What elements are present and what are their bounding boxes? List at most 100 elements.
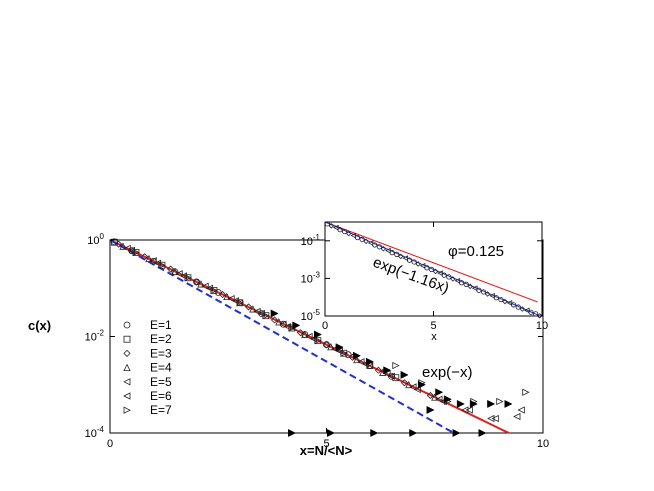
- inset-x-tick-label-2: 10: [536, 320, 548, 332]
- main-point-e5-7: [305, 332, 313, 341]
- main-filled-point-2: [313, 330, 322, 339]
- inset-point-b-19: [493, 295, 499, 301]
- inset-point-b-20: [502, 298, 508, 305]
- inset-x-axis-label: x: [431, 331, 437, 343]
- main-point-e7-6: [288, 324, 296, 332]
- inset-y-tick-label-2: 10-5: [301, 308, 321, 323]
- inset-point-b-9: [406, 257, 413, 263]
- main-point-e3-12: [426, 391, 434, 400]
- legend-label-e2: E=2: [150, 332, 172, 346]
- inset-y-tick-label-0: 10-1: [301, 233, 321, 248]
- inset-point-a-8: [394, 251, 400, 257]
- legend-marker-e7: [123, 406, 131, 414]
- inset-point-b-23: [528, 309, 534, 315]
- inset-point-b-22: [519, 306, 526, 312]
- main-y-tick-label-1: 10-2: [85, 329, 105, 344]
- main-filled-point-11: [456, 399, 465, 408]
- inset-point-b-1: [337, 227, 343, 233]
- main-filled-point-6: [383, 366, 392, 375]
- inset-point-a-13: [437, 270, 443, 277]
- main-point-e3-7: [296, 329, 305, 337]
- main-point-e6-14: [491, 414, 499, 423]
- inset-point-b-5: [372, 242, 378, 248]
- main-point-e3-0: [115, 240, 123, 248]
- inset-point-b-13: [441, 272, 447, 278]
- inset-point-a-9: [402, 255, 409, 261]
- legend-label-e4: E=4: [150, 361, 172, 375]
- main-point-e4-2: [171, 267, 179, 276]
- main-x-tick-label-0: 0: [107, 438, 113, 450]
- legend-marker-e1: [123, 321, 131, 329]
- legend-marker-e5: [123, 378, 131, 386]
- annotation-phi: φ=0.125: [448, 243, 504, 260]
- y-axis-label: c(x): [28, 318, 51, 333]
- main-filled-point-19: [426, 405, 435, 414]
- inset-point-b-14: [450, 276, 456, 282]
- inset-point-b-8: [398, 253, 404, 260]
- inset-point-b-7: [389, 250, 395, 256]
- main-point-e4-3: [197, 280, 205, 288]
- inset-x-tick-label-1: 5: [430, 320, 436, 332]
- main-y-tick-label-2: 10-4: [85, 425, 105, 440]
- main-point-e7-15: [522, 388, 530, 396]
- main-point-e5-1: [149, 257, 157, 265]
- legend-label-e3: E=3: [150, 346, 172, 360]
- inset-point-a-3: [350, 232, 356, 239]
- inset-point-a-17: [471, 285, 478, 292]
- main-point-e4-12: [431, 393, 439, 401]
- main-point-e3-8: [322, 341, 331, 349]
- inset-point-a-5: [367, 240, 374, 246]
- main-point-e7-0: [132, 248, 140, 257]
- main-filled-point-5: [365, 357, 374, 366]
- inset-point-b-15: [458, 280, 465, 286]
- legend-marker-e2: [123, 335, 131, 343]
- inset-point-a-2: [342, 228, 348, 235]
- inset-point-a-20: [498, 296, 504, 303]
- main-point-e3-10: [374, 366, 383, 374]
- inset-point-a-7: [385, 247, 391, 254]
- main-filled-point-15: [288, 428, 297, 438]
- main-filled-point-3: [335, 343, 344, 352]
- main-filled-point-20: [452, 428, 461, 438]
- main-point-e7-10: [392, 361, 400, 370]
- inset-point-a-18: [480, 289, 487, 295]
- main-point-e6-10: [387, 372, 395, 380]
- main-point-e7-1: [158, 261, 166, 269]
- main-point-e7-14: [496, 397, 504, 406]
- legend-label-e5: E=5: [150, 375, 172, 389]
- legend-label-e6: E=6: [150, 389, 172, 403]
- main-point-e5-4: [227, 294, 235, 303]
- legend-marker-e3: [123, 349, 131, 357]
- main-point-e5-9: [357, 358, 365, 366]
- inset-point-a-4: [359, 236, 365, 242]
- main-filled-point-0: [270, 309, 279, 318]
- main-point-e5-14: [487, 414, 495, 423]
- inset-point-a-21: [506, 300, 513, 306]
- main-filled-point-21: [478, 428, 487, 438]
- main-point-e7-7: [314, 337, 322, 345]
- inset-point-b-12: [432, 268, 439, 275]
- main-point-e7-8: [340, 349, 348, 357]
- main-point-e4-11: [405, 380, 413, 389]
- main-point-e5-2: [175, 270, 183, 278]
- main-y-tick-label-0: 100: [87, 232, 104, 247]
- inset-point-a-24: [533, 311, 539, 317]
- main-point-e1-11: [344, 351, 352, 359]
- main-filled-point-17: [370, 428, 379, 438]
- inset-point-b-21: [511, 302, 517, 308]
- main-point-e5-12: [435, 395, 443, 403]
- main-point-e4-6: [275, 318, 283, 326]
- main-point-e4-7: [301, 330, 309, 338]
- main-x-tick-label-2: 10: [537, 438, 549, 450]
- main-point-e5-15: [513, 412, 521, 421]
- inset-point-a-16: [463, 281, 469, 287]
- main-filled-point-12: [469, 399, 478, 408]
- main-point-e3-5: [244, 303, 253, 311]
- inset-point-b-11: [424, 265, 430, 271]
- main-filled-point-18: [409, 428, 418, 438]
- main-point-e4-4: [223, 292, 231, 301]
- main-point-e3-2: [167, 265, 175, 273]
- legend-label-e7: E=7: [150, 403, 172, 417]
